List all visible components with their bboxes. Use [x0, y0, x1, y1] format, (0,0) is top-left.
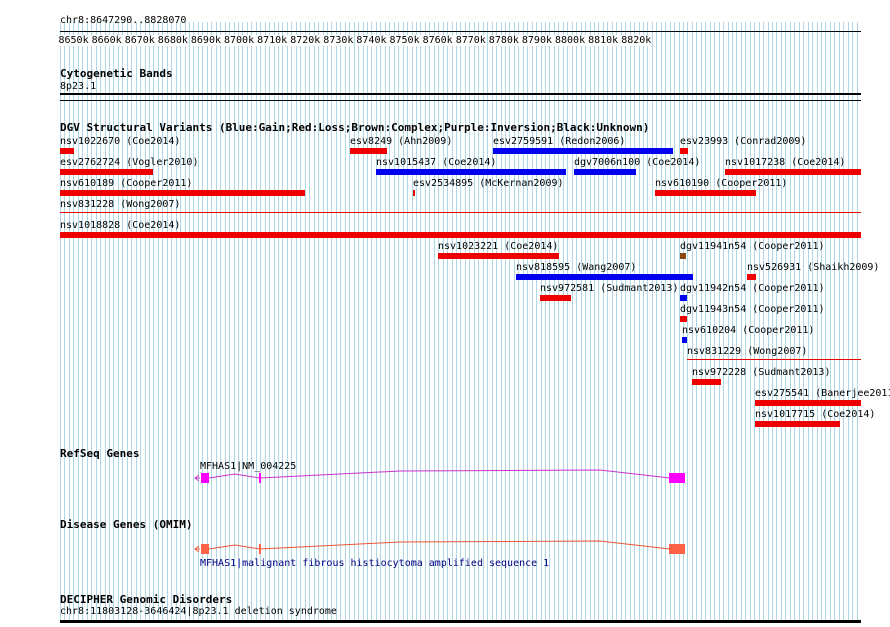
- ruler-coordinates: chr8:8647290..8828070: [60, 15, 187, 26]
- dgv-feature-label[interactable]: nsv1022670 (Coe2014): [60, 136, 181, 147]
- ruler-tick-label: 8780k: [487, 35, 520, 46]
- dgv-feature-bar[interactable]: [680, 253, 686, 259]
- dgv-feature-label[interactable]: esv2759591 (Redon2006): [493, 136, 626, 147]
- decipher-bar[interactable]: [60, 620, 861, 623]
- ruler-tick-label: 8700k: [223, 35, 256, 46]
- ruler-tick-label: 8820k: [620, 35, 653, 46]
- dgv-feature-label[interactable]: dgv11942n54 (Cooper2011): [680, 283, 825, 294]
- dgv-feature-label[interactable]: esv2534895 (McKernan2009): [413, 178, 564, 189]
- refseq-gene-glyph[interactable]: [0, 466, 890, 490]
- ruler-tick-label: 8710k: [256, 35, 289, 46]
- dgv-feature-label[interactable]: nsv526931 (Shaikh2009): [747, 262, 880, 273]
- decipher-label[interactable]: chr8:11803128-3646424|8p23.1 deletion sy…: [60, 606, 337, 617]
- dgv-feature-bar[interactable]: [438, 253, 559, 259]
- dgv-feature-label[interactable]: nsv972581 (Sudmant2013): [540, 283, 679, 294]
- dgv-feature-label[interactable]: esv23993 (Conrad2009): [680, 136, 807, 147]
- cytoband-bar[interactable]: [60, 93, 861, 95]
- ruler-tick-label: 8650k: [57, 35, 90, 46]
- dgv-feature-label[interactable]: nsv1017715 (Coe2014): [755, 409, 876, 420]
- dgv-feature-bar[interactable]: [60, 212, 861, 213]
- ruler-tick-label: 8740k: [355, 35, 388, 46]
- dgv-feature-bar[interactable]: [747, 274, 756, 280]
- dgv-feature-label[interactable]: nsv1015437 (Coe2014): [376, 157, 497, 168]
- omim-track-title: Disease Genes (OMIM): [60, 518, 193, 531]
- dgv-feature-bar[interactable]: [755, 421, 840, 427]
- dgv-feature-label[interactable]: esv2762724 (Vogler2010): [60, 157, 199, 168]
- ruler-tick-label: 8760k: [421, 35, 454, 46]
- dgv-feature-bar[interactable]: [574, 169, 636, 175]
- refseq-track-title: RefSeq Genes: [60, 447, 140, 460]
- dgv-feature-label[interactable]: esv275541 (Banerjee2011: [755, 388, 890, 399]
- dgv-feature-label[interactable]: nsv831229 (Wong2007): [687, 346, 808, 357]
- dgv-feature-bar[interactable]: [725, 169, 861, 175]
- dgv-feature-label[interactable]: nsv1023221 (Coe2014): [438, 241, 559, 252]
- dgv-feature-bar[interactable]: [60, 148, 74, 154]
- dgv-feature-bar[interactable]: [540, 295, 571, 301]
- dgv-feature-label[interactable]: dgv11941n54 (Cooper2011): [680, 241, 825, 252]
- dgv-feature-bar[interactable]: [350, 148, 387, 154]
- dgv-feature-bar[interactable]: [60, 169, 153, 175]
- omim-gene-label[interactable]: MFHAS1|malignant fibrous histiocytoma am…: [200, 558, 550, 569]
- dgv-feature-bar[interactable]: [413, 190, 415, 196]
- ruler-tick-label: 8660k: [90, 35, 123, 46]
- ruler-tick-label: 8680k: [156, 35, 189, 46]
- ruler-tick-label: 8750k: [388, 35, 421, 46]
- dgv-feature-label[interactable]: nsv818595 (Wang2007): [516, 262, 637, 273]
- ruler-tick-label: 8810k: [587, 35, 620, 46]
- ruler-tick-label: 8730k: [322, 35, 355, 46]
- dgv-feature-bar[interactable]: [680, 316, 687, 322]
- dgv-feature-label[interactable]: nsv610204 (Cooper2011): [682, 325, 815, 336]
- ruler-axis: [60, 31, 861, 32]
- dgv-feature-label[interactable]: nsv610189 (Cooper2011): [60, 178, 193, 189]
- dgv-feature-bar[interactable]: [755, 400, 861, 406]
- dgv-feature-bar[interactable]: [60, 232, 861, 238]
- dgv-feature-bar[interactable]: [680, 148, 688, 154]
- dgv-feature-label[interactable]: nsv610190 (Cooper2011): [655, 178, 788, 189]
- dgv-feature-label[interactable]: nsv831228 (Wong2007): [60, 199, 181, 210]
- ruler-tick-label: 8720k: [289, 35, 322, 46]
- ruler-tick-label: 8690k: [189, 35, 222, 46]
- cytoband-track-title: Cytogenetic Bands: [60, 67, 173, 80]
- dgv-feature-bar[interactable]: [493, 148, 673, 154]
- dgv-track-title: DGV Structural Variants (Blue:Gain;Red:L…: [60, 121, 650, 134]
- dgv-feature-bar[interactable]: [516, 274, 693, 280]
- dgv-feature-label[interactable]: nsv1017238 (Coe2014): [725, 157, 846, 168]
- dgv-feature-bar[interactable]: [376, 169, 566, 175]
- cytoband-label[interactable]: 8p23.1: [60, 81, 97, 92]
- dgv-feature-label[interactable]: dgv7006n100 (Coe2014): [574, 157, 701, 168]
- dgv-feature-bar[interactable]: [680, 295, 687, 301]
- dgv-feature-label[interactable]: dgv11943n54 (Cooper2011): [680, 304, 825, 315]
- ruler-tick-label: 8670k: [123, 35, 156, 46]
- ruler-tick-label: 8770k: [454, 35, 487, 46]
- dgv-feature-label[interactable]: nsv1018828 (Coe2014): [60, 220, 181, 231]
- dgv-feature-bar[interactable]: [655, 190, 756, 196]
- decipher-track-title: DECIPHER Genomic Disorders: [60, 593, 233, 606]
- ruler-tick-label: 8790k: [520, 35, 553, 46]
- dgv-feature-label[interactable]: nsv972228 (Sudmant2013): [692, 367, 831, 378]
- dgv-feature-bar[interactable]: [692, 379, 721, 385]
- cytoband-border: [60, 100, 861, 101]
- dgv-feature-bar[interactable]: [60, 190, 305, 196]
- dgv-feature-bar[interactable]: [687, 359, 861, 360]
- omim-gene-glyph[interactable]: [0, 537, 890, 561]
- ruler-tick-label: 8800k: [554, 35, 587, 46]
- dgv-feature-bar[interactable]: [682, 337, 687, 343]
- dgv-feature-label[interactable]: esv8249 (Ahn2009): [350, 136, 453, 147]
- refseq-gene-label[interactable]: MFHAS1|NM_004225: [200, 461, 297, 472]
